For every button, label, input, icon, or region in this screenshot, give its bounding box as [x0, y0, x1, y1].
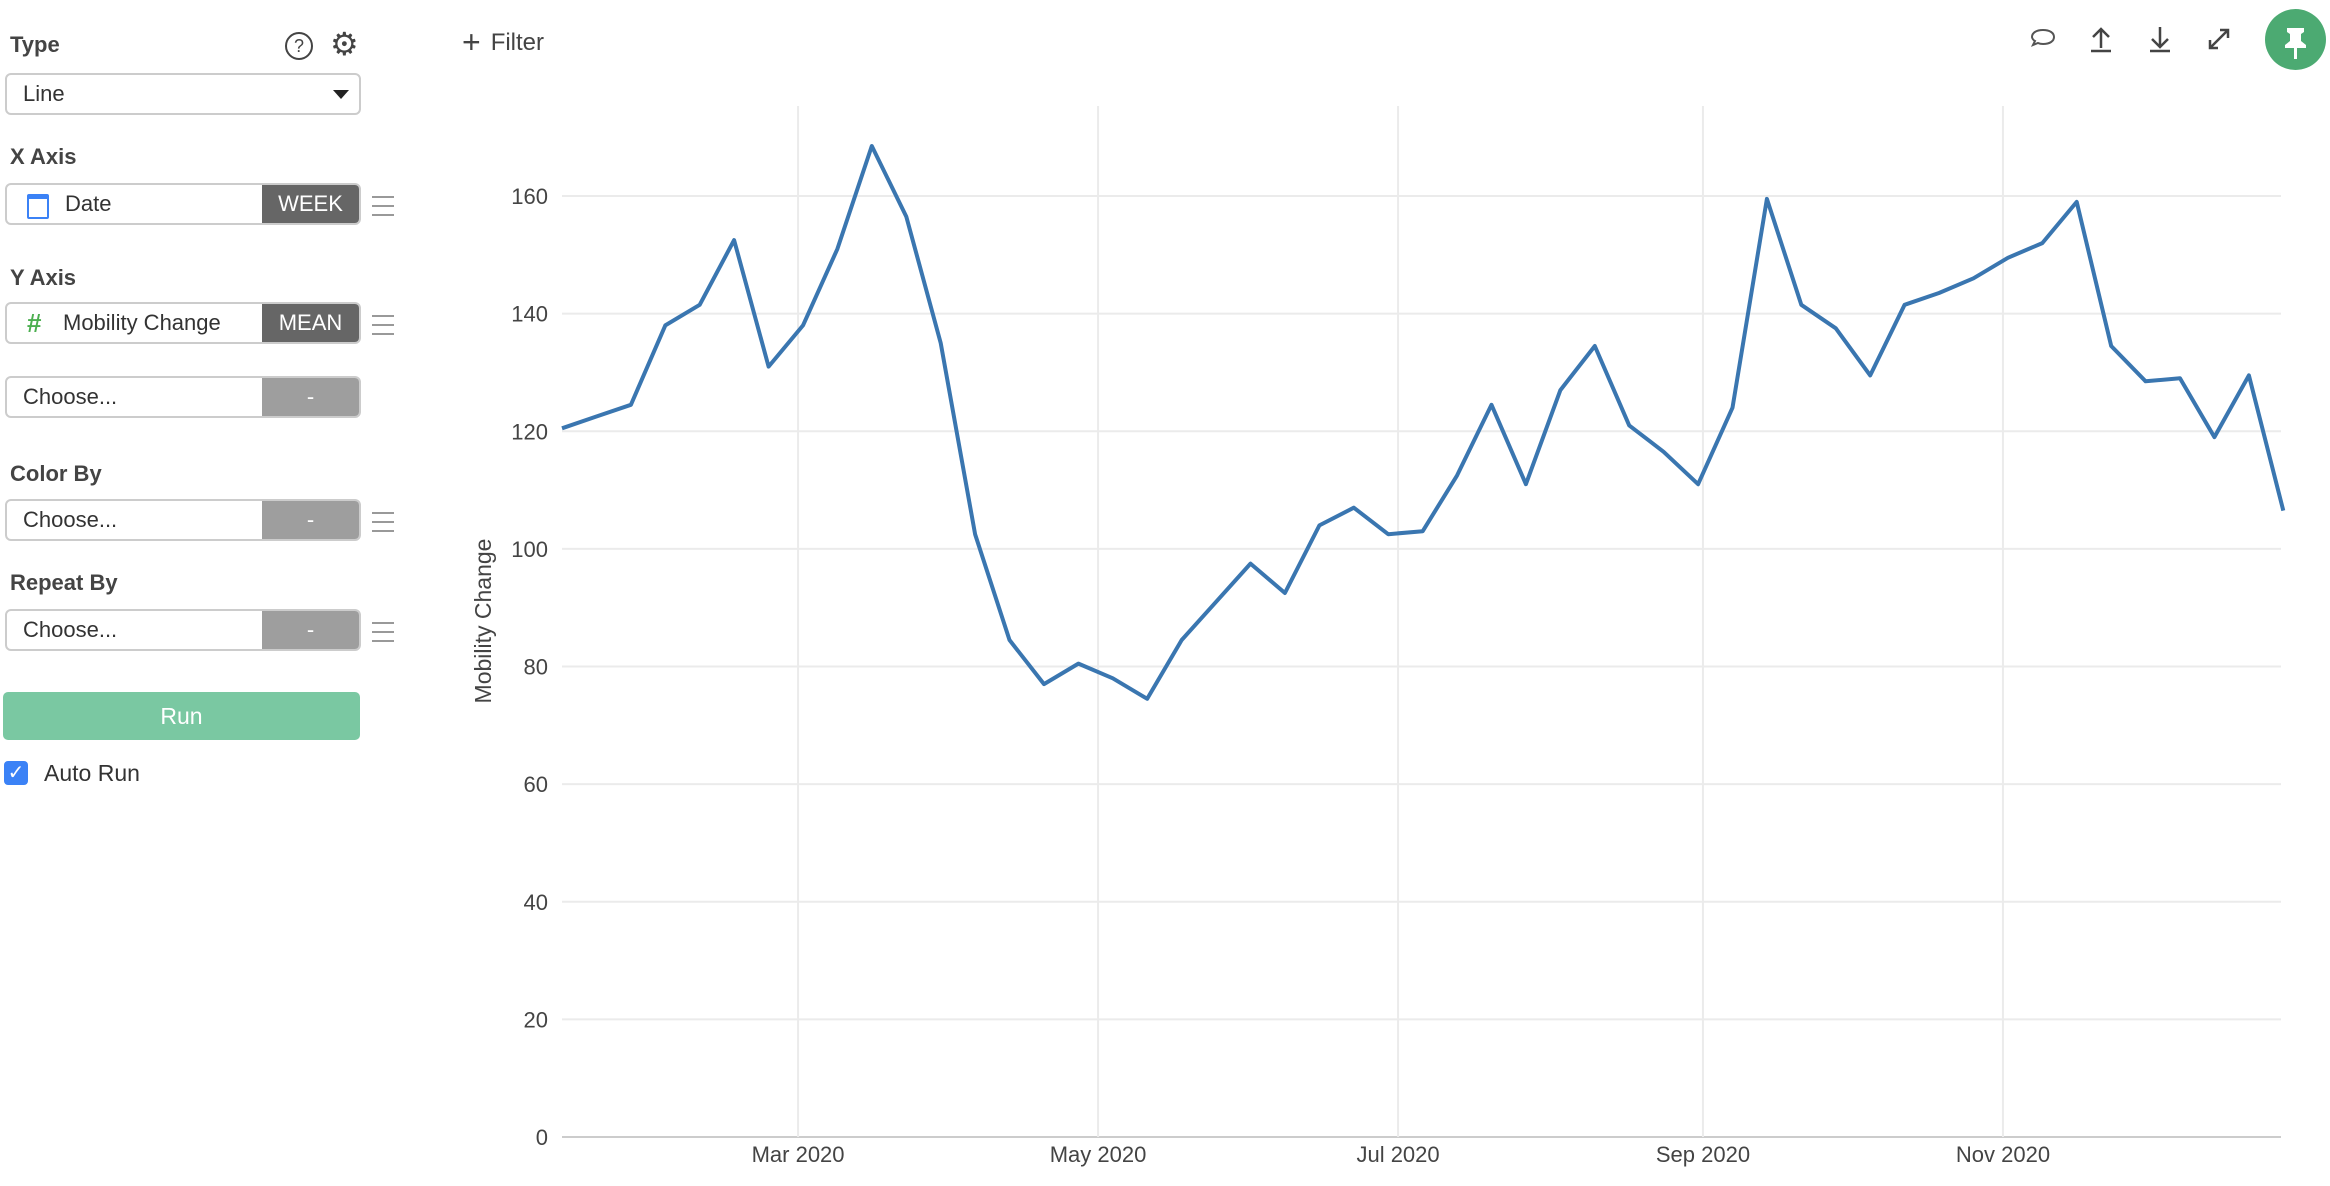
repeat-by-menu-icon[interactable]	[372, 622, 394, 642]
y-axis-aggregation-button[interactable]: MEAN	[262, 304, 359, 342]
calendar-icon	[27, 194, 49, 219]
auto-run-checkbox[interactable]: ✓	[4, 761, 28, 785]
y-tick-label: 100	[511, 537, 548, 562]
x-axis-aggregation-button[interactable]: WEEK	[262, 185, 359, 223]
y-tick-label: 120	[511, 419, 548, 444]
plus-icon: +	[462, 24, 481, 60]
repeat-by-aggregation-button[interactable]: -	[262, 611, 359, 649]
repeat-by-label: Repeat By	[10, 570, 118, 595]
auto-run-label: Auto Run	[44, 760, 140, 786]
y-tick-label: 20	[524, 1007, 548, 1032]
x-axis-menu-icon[interactable]	[372, 196, 394, 216]
y-axis-label: Y Axis	[10, 265, 77, 290]
y-tick-label: 40	[524, 890, 548, 915]
x-tick-label: Nov 2020	[1956, 1142, 2050, 1167]
x-axis-label: X Axis	[10, 144, 77, 169]
comment-icon[interactable]	[2026, 24, 2060, 58]
repeat-by-field[interactable]: Choose... -	[5, 609, 361, 651]
x-axis-field[interactable]: Date WEEK	[5, 183, 361, 225]
color-by-menu-icon[interactable]	[372, 512, 394, 532]
filter-label: Filter	[490, 29, 545, 56]
y-tick-label: 60	[524, 772, 548, 797]
y-tick-label: 0	[536, 1125, 548, 1150]
x-tick-label: Mar 2020	[752, 1142, 845, 1167]
x-axis-field-name: Date	[65, 191, 112, 216]
x-tick-label: Jul 2020	[1356, 1142, 1439, 1167]
pin-icon	[2285, 28, 2306, 59]
y-axis-second-aggregation-button[interactable]: -	[262, 378, 359, 416]
type-select-value: Line	[23, 81, 65, 106]
color-by-label: Color By	[10, 461, 102, 486]
color-by-field[interactable]: Choose... -	[5, 499, 361, 541]
series-line	[561, 144, 2286, 701]
number-hash-icon: #	[27, 308, 42, 338]
y-tick-label: 160	[511, 184, 548, 209]
y-axis-title: Mobility Change	[470, 539, 496, 704]
y-axis-second-field[interactable]: Choose... -	[5, 376, 361, 418]
filter-button[interactable]: + Filter	[462, 24, 544, 61]
y-tick-label: 140	[511, 302, 548, 327]
run-button[interactable]: Run	[3, 692, 360, 740]
y-axis-second-placeholder: Choose...	[23, 384, 118, 409]
caret-down-icon	[333, 90, 349, 99]
y-axis-field[interactable]: # Mobility Change MEAN	[5, 302, 361, 344]
gear-icon[interactable]: ⚙	[330, 26, 359, 62]
download-icon[interactable]	[2143, 24, 2177, 58]
upload-icon[interactable]	[2084, 24, 2118, 58]
x-tick-label: Sep 2020	[1656, 1142, 1750, 1167]
expand-icon[interactable]	[2202, 24, 2236, 58]
type-label: Type	[10, 32, 60, 57]
repeat-by-placeholder: Choose...	[23, 617, 118, 642]
y-tick-label: 80	[524, 655, 548, 680]
y-axis-field-name: Mobility Change	[63, 310, 221, 335]
type-select[interactable]: Line	[5, 73, 361, 115]
x-tick-label: May 2020	[1050, 1142, 1147, 1167]
color-by-placeholder: Choose...	[23, 507, 118, 532]
y-axis-menu-icon[interactable]	[372, 315, 394, 335]
pin-button[interactable]	[2265, 9, 2326, 70]
help-icon[interactable]: ?	[285, 32, 313, 60]
color-by-aggregation-button[interactable]: -	[262, 501, 359, 539]
